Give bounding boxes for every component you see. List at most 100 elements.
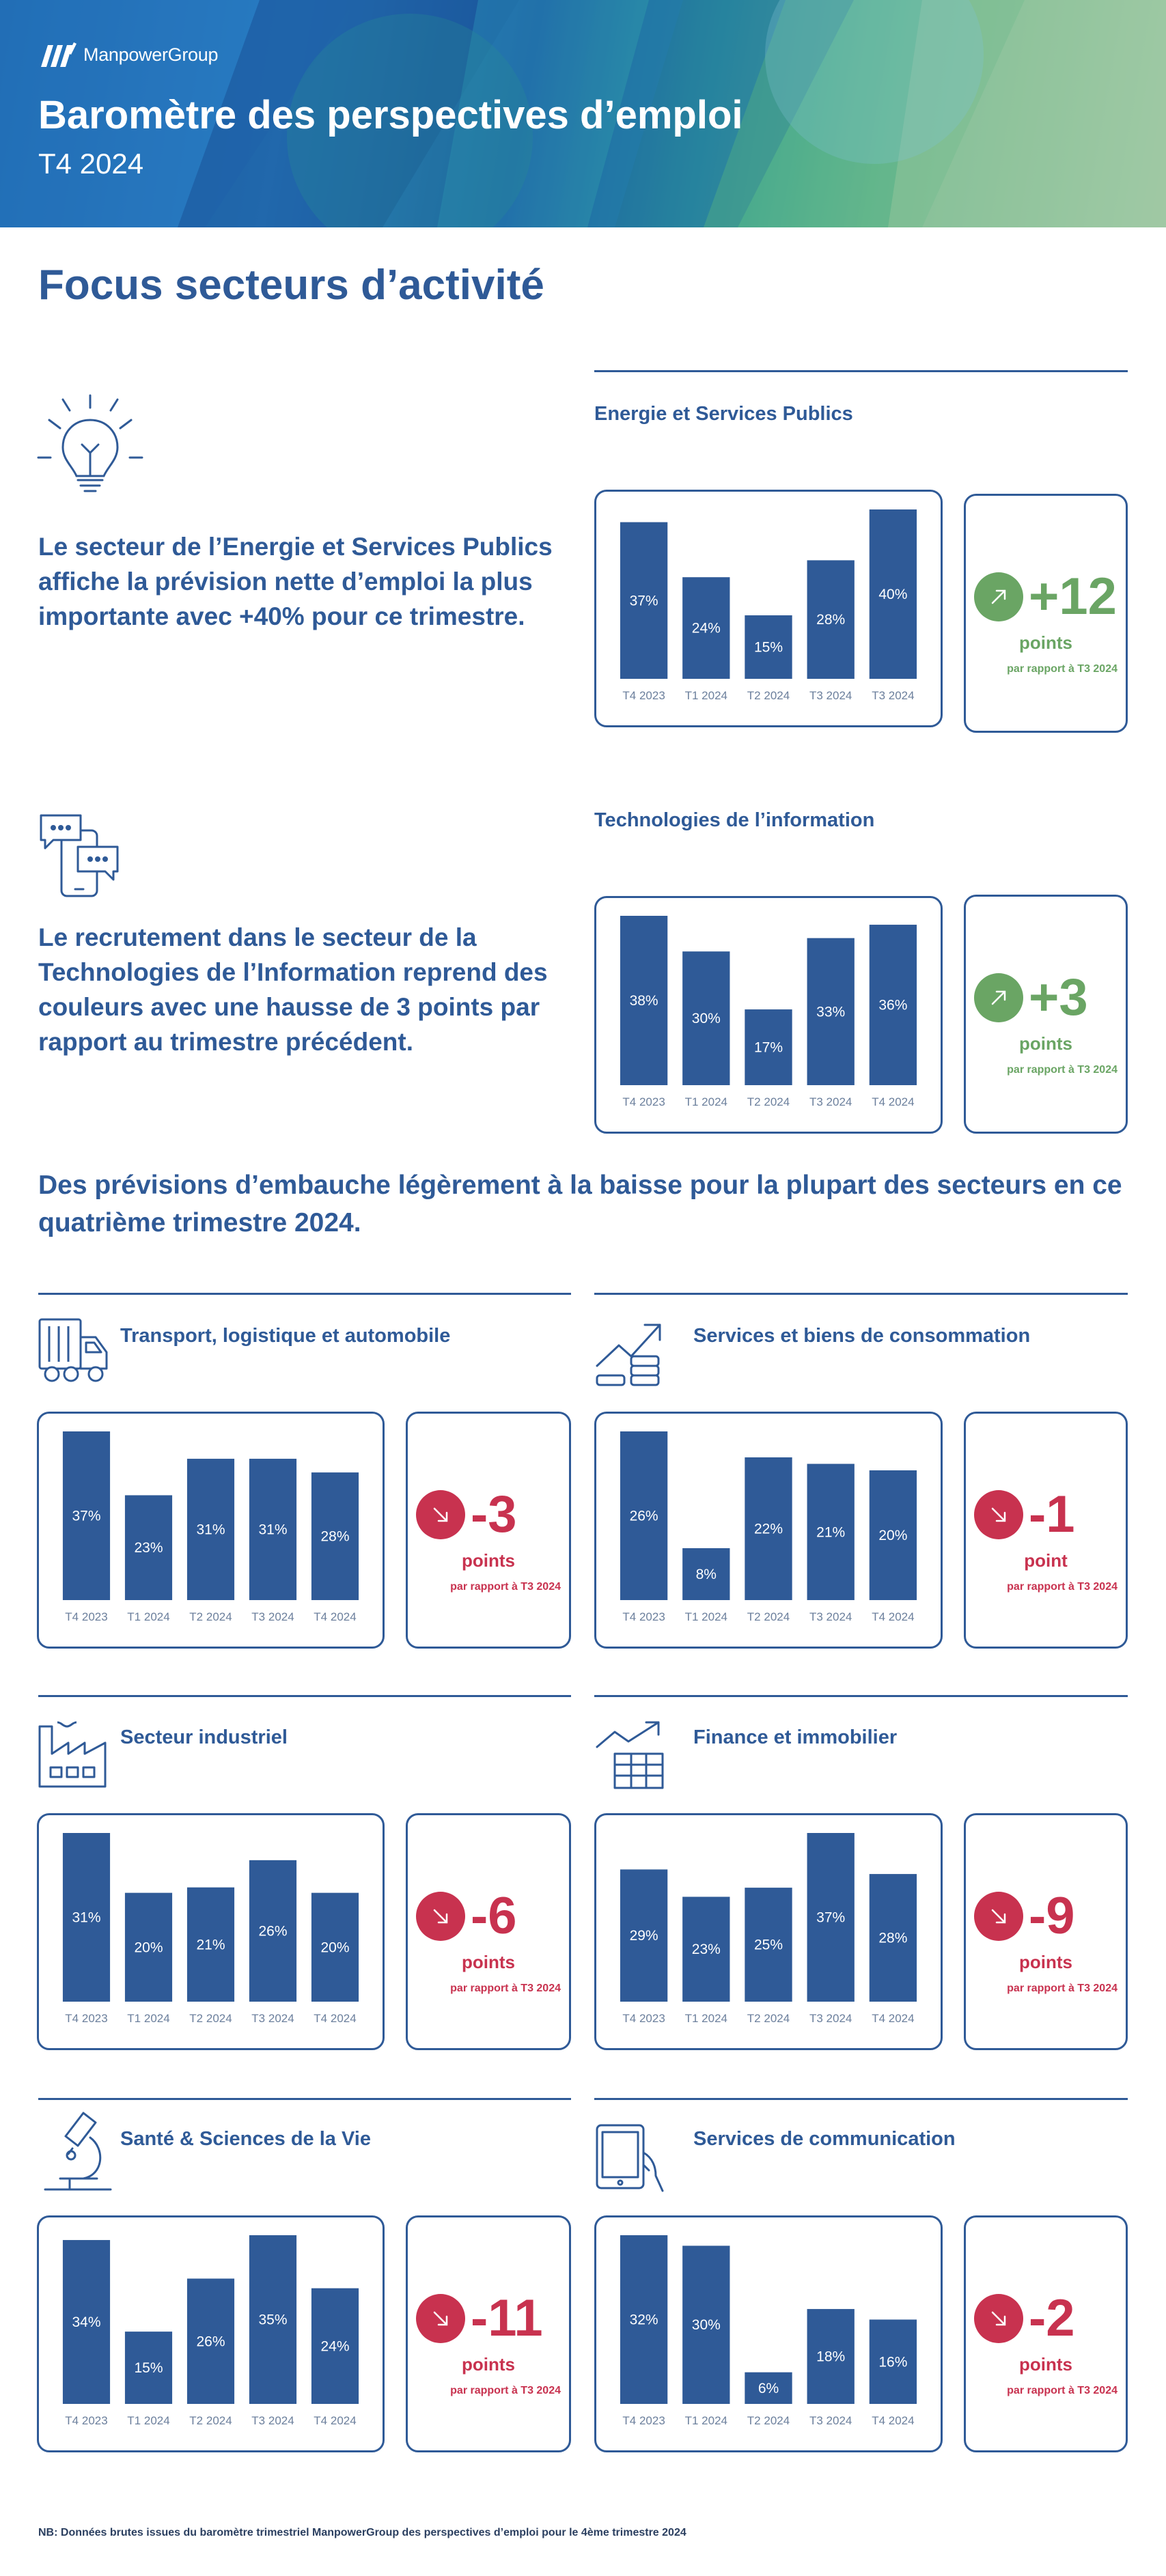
arrow-down-right-icon — [974, 2294, 1023, 2343]
x-tick-label: T3 2024 — [809, 2414, 852, 2427]
sector-title: Santé & Sciences de la Vie — [120, 2128, 371, 2150]
delta-card-consumer: -1 point par rapport à T3 2024 — [964, 1412, 1128, 1649]
bar — [682, 1548, 730, 1600]
bar-value-label: 20% — [134, 1940, 163, 1955]
x-tick-label: T4 2023 — [65, 2414, 107, 2427]
sector-title: Secteur industriel — [120, 1726, 288, 1748]
arrow-down-right-icon — [416, 1490, 465, 1539]
bar-value-label: 29% — [630, 1928, 658, 1944]
divider — [594, 2098, 1128, 2100]
sector-title: Services et biens de consommation — [693, 1325, 1031, 1347]
delta-value: -11 — [471, 2289, 543, 2347]
microscope-icon — [44, 2112, 112, 2191]
banner-subtitle: T4 2024 — [38, 148, 144, 180]
divider — [38, 2098, 571, 2100]
divider — [38, 1695, 571, 1697]
x-tick-label: T3 2024 — [251, 1610, 294, 1623]
x-tick-label: T2 2024 — [747, 2414, 790, 2427]
sector-title: Transport, logistique et automobile — [120, 1325, 451, 1347]
x-tick-label: T2 2024 — [747, 1095, 790, 1108]
bar-value-label: 15% — [134, 2360, 163, 2376]
delta-unit: point — [1024, 1550, 1068, 1571]
chart-svg: 29% T4 2023 23% T1 2024 25% T2 2024 37% T3 2024… — [620, 1833, 917, 2025]
bar — [807, 1833, 855, 2002]
bar — [311, 1892, 359, 2002]
bar — [186, 1459, 235, 1600]
delta-value: -1 — [1029, 1485, 1075, 1543]
x-tick-label: T1 2024 — [685, 2012, 727, 2025]
arrow-up-right-icon — [974, 973, 1023, 1022]
arrow-up-right-icon — [974, 572, 1023, 621]
lightbulb-icon — [37, 394, 143, 492]
bar-chart-industry: 31% T4 2023 20% T1 2024 21% T2 2024 26% T3 2024… — [37, 1813, 385, 2050]
bar — [62, 2240, 111, 2404]
delta-reference: par rapport à T3 2024 — [1007, 1064, 1118, 1076]
bar — [186, 1887, 235, 2002]
bar-value-label: 26% — [258, 1923, 287, 1939]
tablet-hand-icon — [596, 2124, 664, 2192]
x-tick-label: T4 2024 — [314, 1610, 356, 1623]
delta-card-finance: -9 points par rapport à T3 2024 — [964, 1813, 1128, 2050]
bar-value-label: 25% — [754, 1937, 783, 1953]
bar — [62, 1431, 111, 1600]
bar — [124, 1495, 173, 1600]
bar — [807, 2309, 855, 2404]
bar-value-label: 26% — [630, 1509, 658, 1524]
x-tick-label: T2 2024 — [189, 2012, 232, 2025]
delta-unit: points — [1019, 1033, 1072, 1054]
manpower-logo: ManpowerGroup — [38, 40, 219, 70]
bar-chart-finance: 29% T4 2023 23% T1 2024 25% T2 2024 37% T3 2024… — [594, 1813, 943, 2050]
bar-chart-energy: 37% T4 2023 24% T1 2024 15% T2 2024 28% T3 2024… — [594, 490, 943, 727]
bar-value-label: 22% — [754, 1522, 783, 1537]
chart-svg: 26% T4 2023 8% T1 2024 22% T2 2024 21% T3 2024 2… — [620, 1431, 917, 1623]
x-tick-label: T3 2024 — [809, 1610, 852, 1623]
sector-title: Services de communication — [693, 2128, 956, 2150]
bar-value-label: 30% — [692, 1011, 721, 1026]
bar-value-label: 16% — [878, 2354, 907, 2370]
sector-title: Technologies de l’information — [594, 809, 875, 831]
bar — [682, 951, 730, 1085]
bar-value-label: 21% — [816, 1524, 845, 1540]
bar-chart-communication: 32% T4 2023 30% T1 2024 6% T2 2024 18% T3 2024 1… — [594, 2215, 943, 2452]
bar-value-label: 37% — [630, 593, 658, 608]
bar-value-label: 33% — [816, 1004, 845, 1020]
delta-unit: points — [462, 2354, 515, 2375]
arrow-down-right-icon — [974, 1490, 1023, 1539]
bar-value-label: 28% — [878, 1931, 907, 1946]
bar-chart-tech: 38% T4 2023 30% T1 2024 17% T2 2024 33% T3 2024… — [594, 896, 943, 1134]
bar-value-label: 40% — [878, 587, 907, 602]
bar-value-label: 8% — [696, 1567, 717, 1582]
chart-svg: 38% T4 2023 30% T1 2024 17% T2 2024 33% T3 2024… — [620, 916, 917, 1108]
x-tick-label: T2 2024 — [747, 689, 790, 702]
bar — [124, 1892, 173, 2002]
delta-card-communication: -2 points par rapport à T3 2024 — [964, 2215, 1128, 2452]
delta-reference: par rapport à T3 2024 — [1007, 663, 1118, 675]
bar — [869, 925, 917, 1085]
bar — [745, 2372, 792, 2404]
delta-card-tech: +3 points par rapport à T3 2024 — [964, 895, 1128, 1134]
sector-title: Energie et Services Publics — [594, 403, 853, 425]
x-tick-label: T4 2023 — [622, 1095, 665, 1108]
x-tick-label: T3 2024 — [809, 689, 852, 702]
delta-value: -2 — [1029, 2289, 1075, 2347]
delta-reference: par rapport à T3 2024 — [450, 1581, 561, 1593]
bar-value-label: 35% — [258, 2312, 287, 2328]
bar-value-label: 24% — [320, 2338, 349, 2354]
bar-value-label: 26% — [196, 2334, 225, 2349]
bar — [62, 1833, 111, 2002]
bar-value-label: 24% — [692, 621, 721, 636]
bar — [682, 1896, 730, 2002]
x-tick-label: T1 2024 — [685, 1095, 727, 1108]
footnote: NB: Données brutes issues du baromètre t… — [38, 2527, 686, 2538]
tech-description: Le recrutement dans le secteur de la Tec… — [38, 923, 548, 1056]
bar — [869, 2319, 917, 2404]
delta-reference: par rapport à T3 2024 — [450, 2385, 561, 2396]
bar — [745, 1457, 792, 1600]
bar — [620, 916, 668, 1085]
manpower-logo-icon — [41, 42, 77, 67]
banner-background — [0, 0, 1166, 227]
delta-value: +3 — [1029, 968, 1088, 1026]
page-title: Focus secteurs d’activité — [38, 262, 544, 309]
delta-unit: points — [1019, 1952, 1072, 1972]
growth-coins-icon — [596, 1324, 661, 1386]
